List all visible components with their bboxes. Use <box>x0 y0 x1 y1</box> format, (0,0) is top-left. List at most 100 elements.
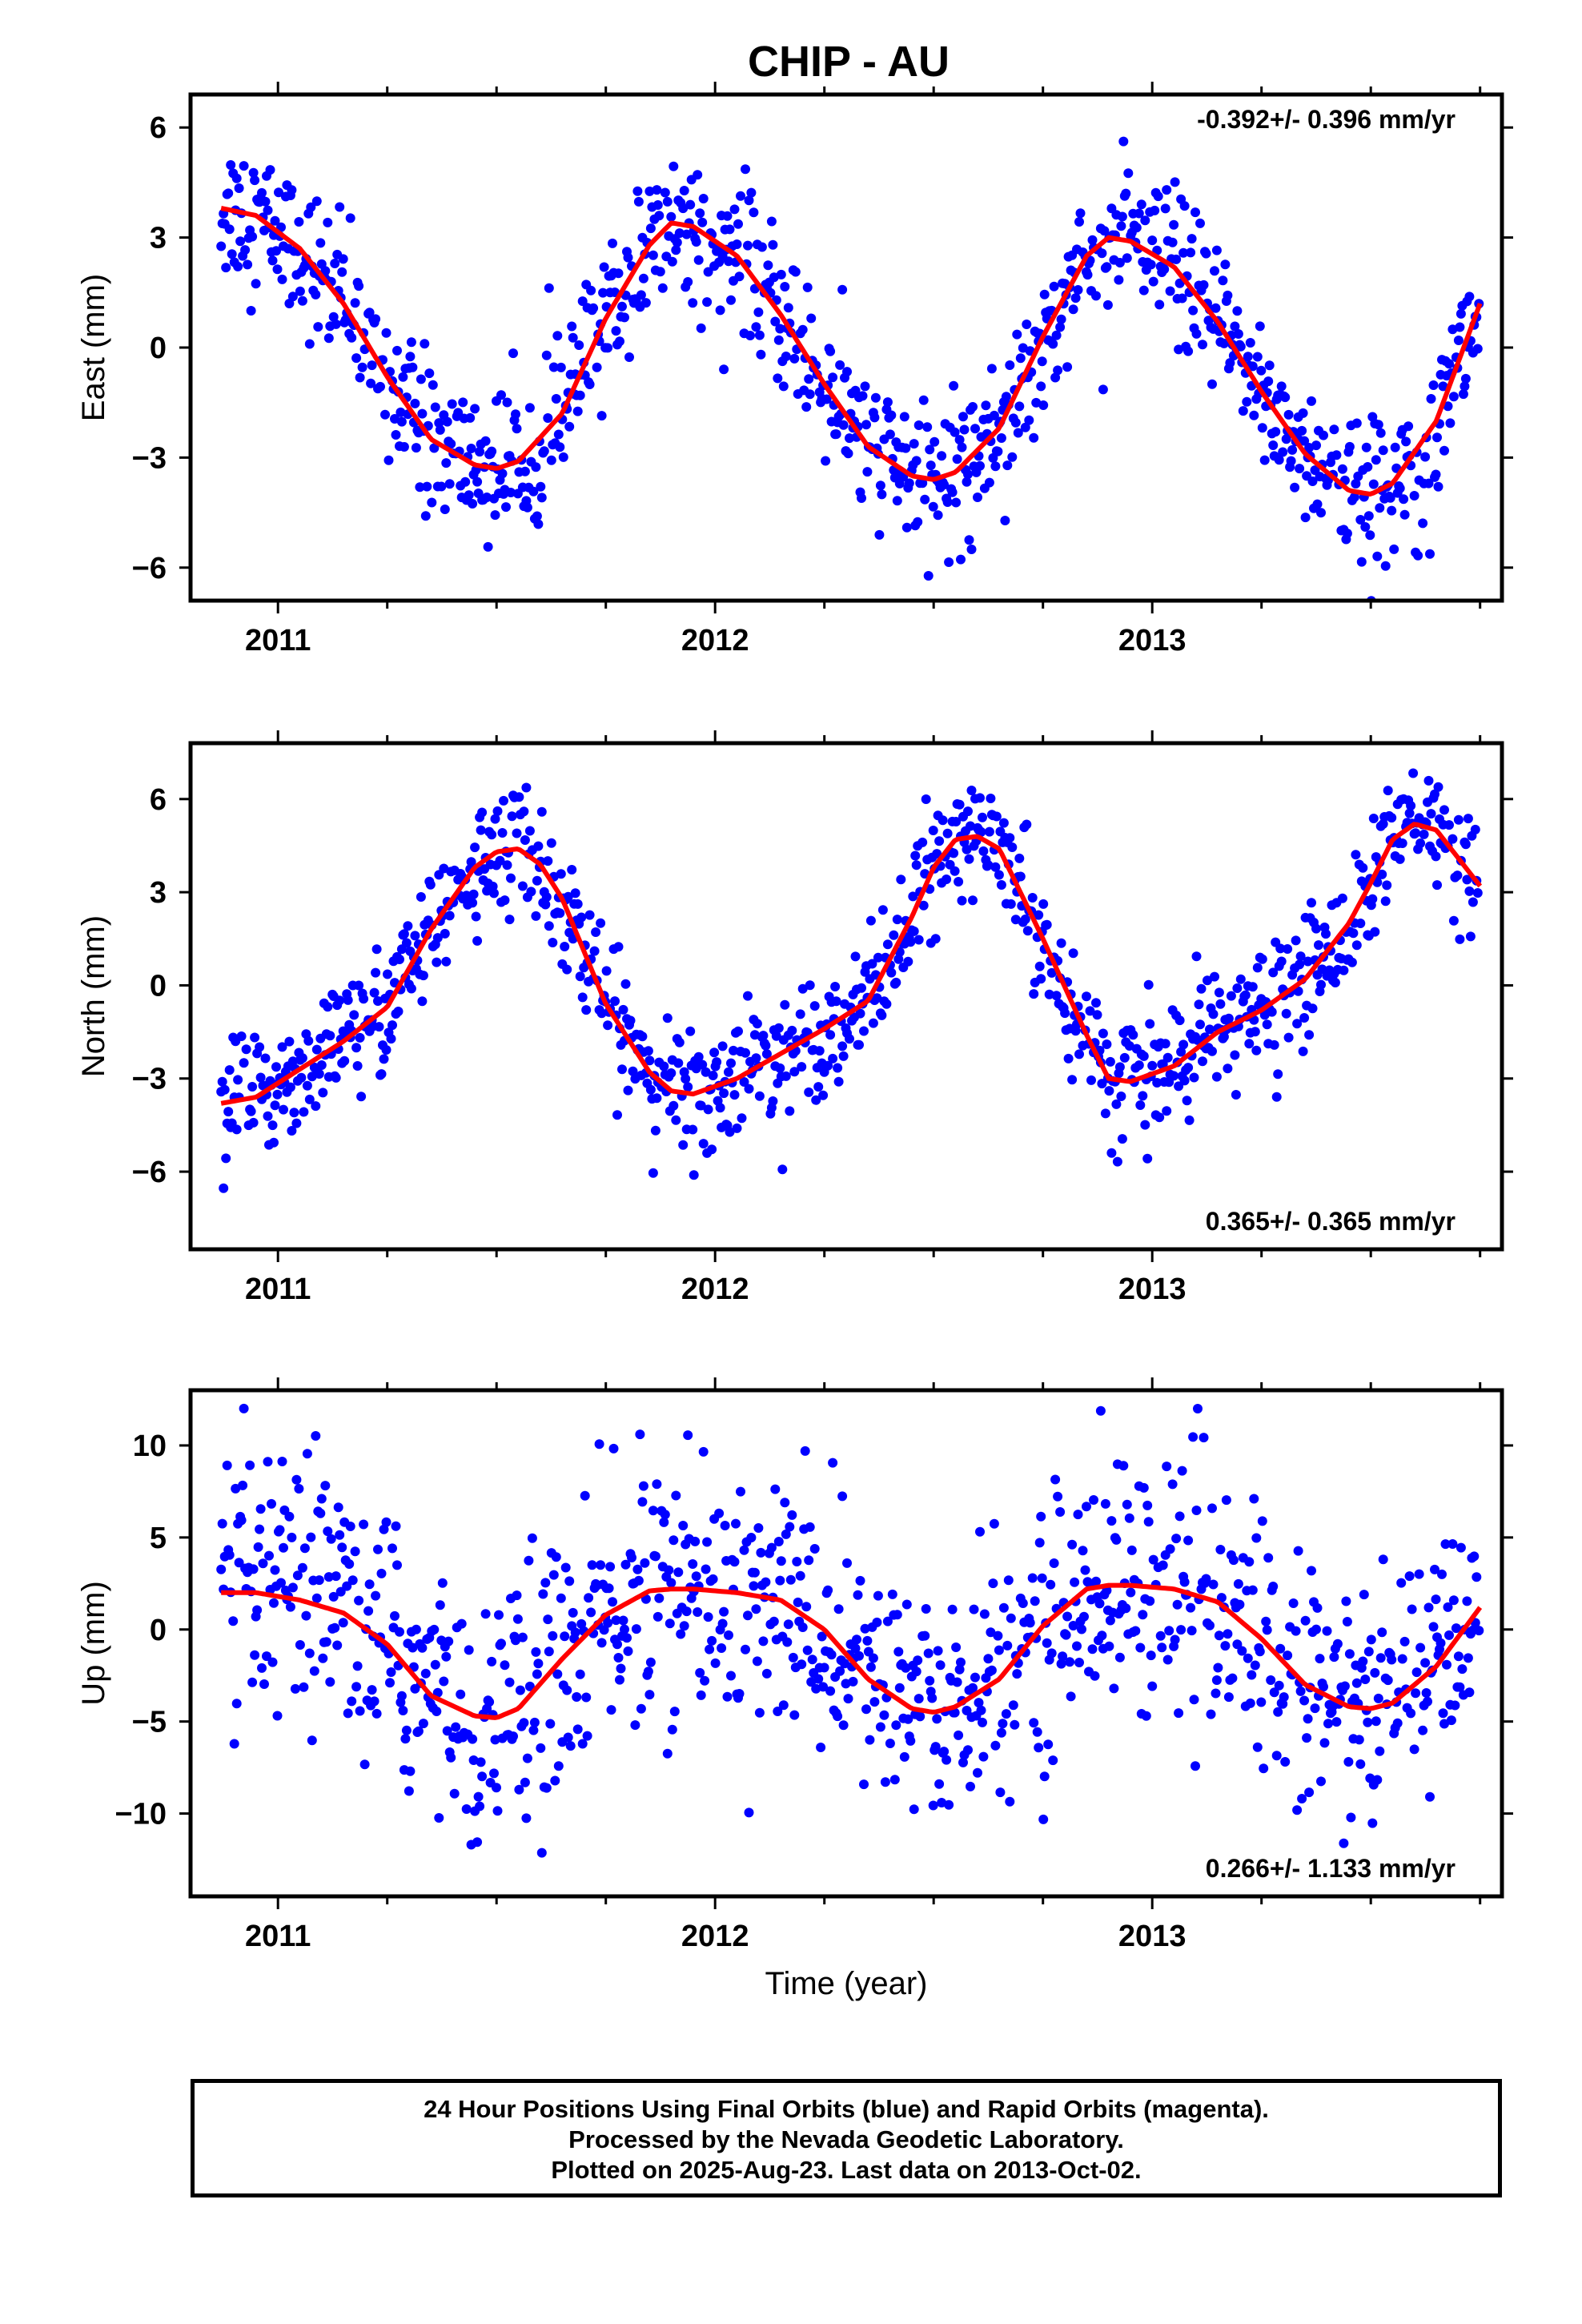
data-point <box>611 1615 621 1626</box>
data-point <box>508 1731 518 1742</box>
data-point <box>603 343 613 353</box>
data-point <box>741 1644 750 1655</box>
data-point <box>857 493 866 503</box>
x-axis-label: Time (year) <box>765 1966 928 2001</box>
data-point <box>620 1624 629 1634</box>
data-point <box>1280 1757 1291 1767</box>
data-point <box>1460 373 1471 384</box>
data-point <box>490 1735 500 1745</box>
data-point <box>299 1682 309 1692</box>
data-point <box>363 1606 374 1616</box>
data-point <box>1145 1596 1155 1606</box>
data-point <box>1015 871 1026 882</box>
data-point <box>1034 1538 1045 1548</box>
data-point <box>665 1618 675 1629</box>
data-point <box>610 996 620 1007</box>
data-point <box>1295 951 1306 962</box>
data-point <box>367 360 377 371</box>
data-point <box>752 1656 762 1667</box>
data-point <box>882 1616 893 1626</box>
data-point <box>700 1675 710 1686</box>
data-point <box>1383 1675 1393 1686</box>
data-point <box>1170 177 1180 187</box>
data-point <box>666 211 677 222</box>
data-point <box>618 1004 628 1015</box>
data-point <box>335 1586 346 1597</box>
data-point <box>1297 425 1307 436</box>
data-point <box>1432 880 1442 891</box>
data-point <box>246 306 256 316</box>
data-point <box>1162 1462 1172 1472</box>
data-point <box>458 397 468 408</box>
data-point <box>1199 1433 1209 1443</box>
data-point <box>437 1578 448 1588</box>
data-point <box>1037 1573 1047 1583</box>
data-point <box>1311 1624 1321 1634</box>
data-point <box>921 1604 931 1614</box>
data-point <box>233 1075 243 1085</box>
data-point <box>1425 1791 1435 1802</box>
data-point <box>678 203 689 214</box>
data-point <box>852 1634 861 1645</box>
data-point <box>707 1635 717 1646</box>
data-point <box>613 268 624 279</box>
data-point <box>1415 1642 1426 1653</box>
data-point <box>239 1403 249 1413</box>
data-point <box>1464 886 1475 896</box>
data-point <box>780 999 790 1010</box>
data-point <box>354 1595 364 1606</box>
data-point <box>497 468 508 479</box>
data-point <box>387 1020 397 1031</box>
y-tick-label: −3 <box>132 1063 167 1096</box>
data-point <box>650 1551 661 1562</box>
data-point <box>1423 775 1434 786</box>
data-point <box>548 1630 558 1641</box>
data-point <box>553 429 564 440</box>
data-point <box>951 817 962 826</box>
data-point <box>1174 1511 1185 1522</box>
data-point <box>1006 1613 1016 1623</box>
data-point <box>1095 1405 1106 1416</box>
data-point <box>1138 1482 1149 1493</box>
data-point <box>1474 1626 1484 1636</box>
data-point <box>789 353 800 364</box>
data-point <box>568 1607 578 1618</box>
data-point <box>1240 990 1251 1000</box>
plot-frame-east <box>188 92 1504 603</box>
data-point <box>1038 400 1049 410</box>
data-point <box>1276 956 1287 967</box>
data-point <box>1060 1008 1070 1019</box>
data-point <box>1472 344 1483 354</box>
data-point <box>291 1118 302 1128</box>
data-point <box>536 481 546 492</box>
data-point <box>892 496 902 506</box>
data-point <box>355 1706 365 1716</box>
data-point <box>1460 381 1470 392</box>
x-tick-label: 2011 <box>245 1273 311 1306</box>
data-point <box>1086 1075 1096 1085</box>
data-point <box>1323 1719 1333 1729</box>
data-point <box>773 373 783 384</box>
y-tick-label: 6 <box>150 111 167 145</box>
data-point <box>1355 919 1366 928</box>
data-point <box>560 1631 570 1642</box>
data-point <box>911 456 921 466</box>
data-point <box>548 1570 559 1580</box>
data-point <box>432 933 443 943</box>
data-point <box>227 249 237 259</box>
data-point <box>1105 1056 1115 1067</box>
data-point <box>1404 808 1415 818</box>
data-point <box>354 980 364 991</box>
data-point <box>338 1618 348 1628</box>
data-point <box>708 1071 718 1080</box>
data-point <box>1455 322 1465 332</box>
data-point <box>532 875 542 886</box>
data-point <box>432 957 442 967</box>
data-point <box>701 1564 711 1574</box>
data-point <box>551 1552 561 1562</box>
data-point <box>970 1672 980 1683</box>
data-point <box>1453 814 1464 825</box>
data-point <box>1423 478 1434 489</box>
data-point <box>1375 428 1386 438</box>
data-point <box>1317 964 1327 975</box>
